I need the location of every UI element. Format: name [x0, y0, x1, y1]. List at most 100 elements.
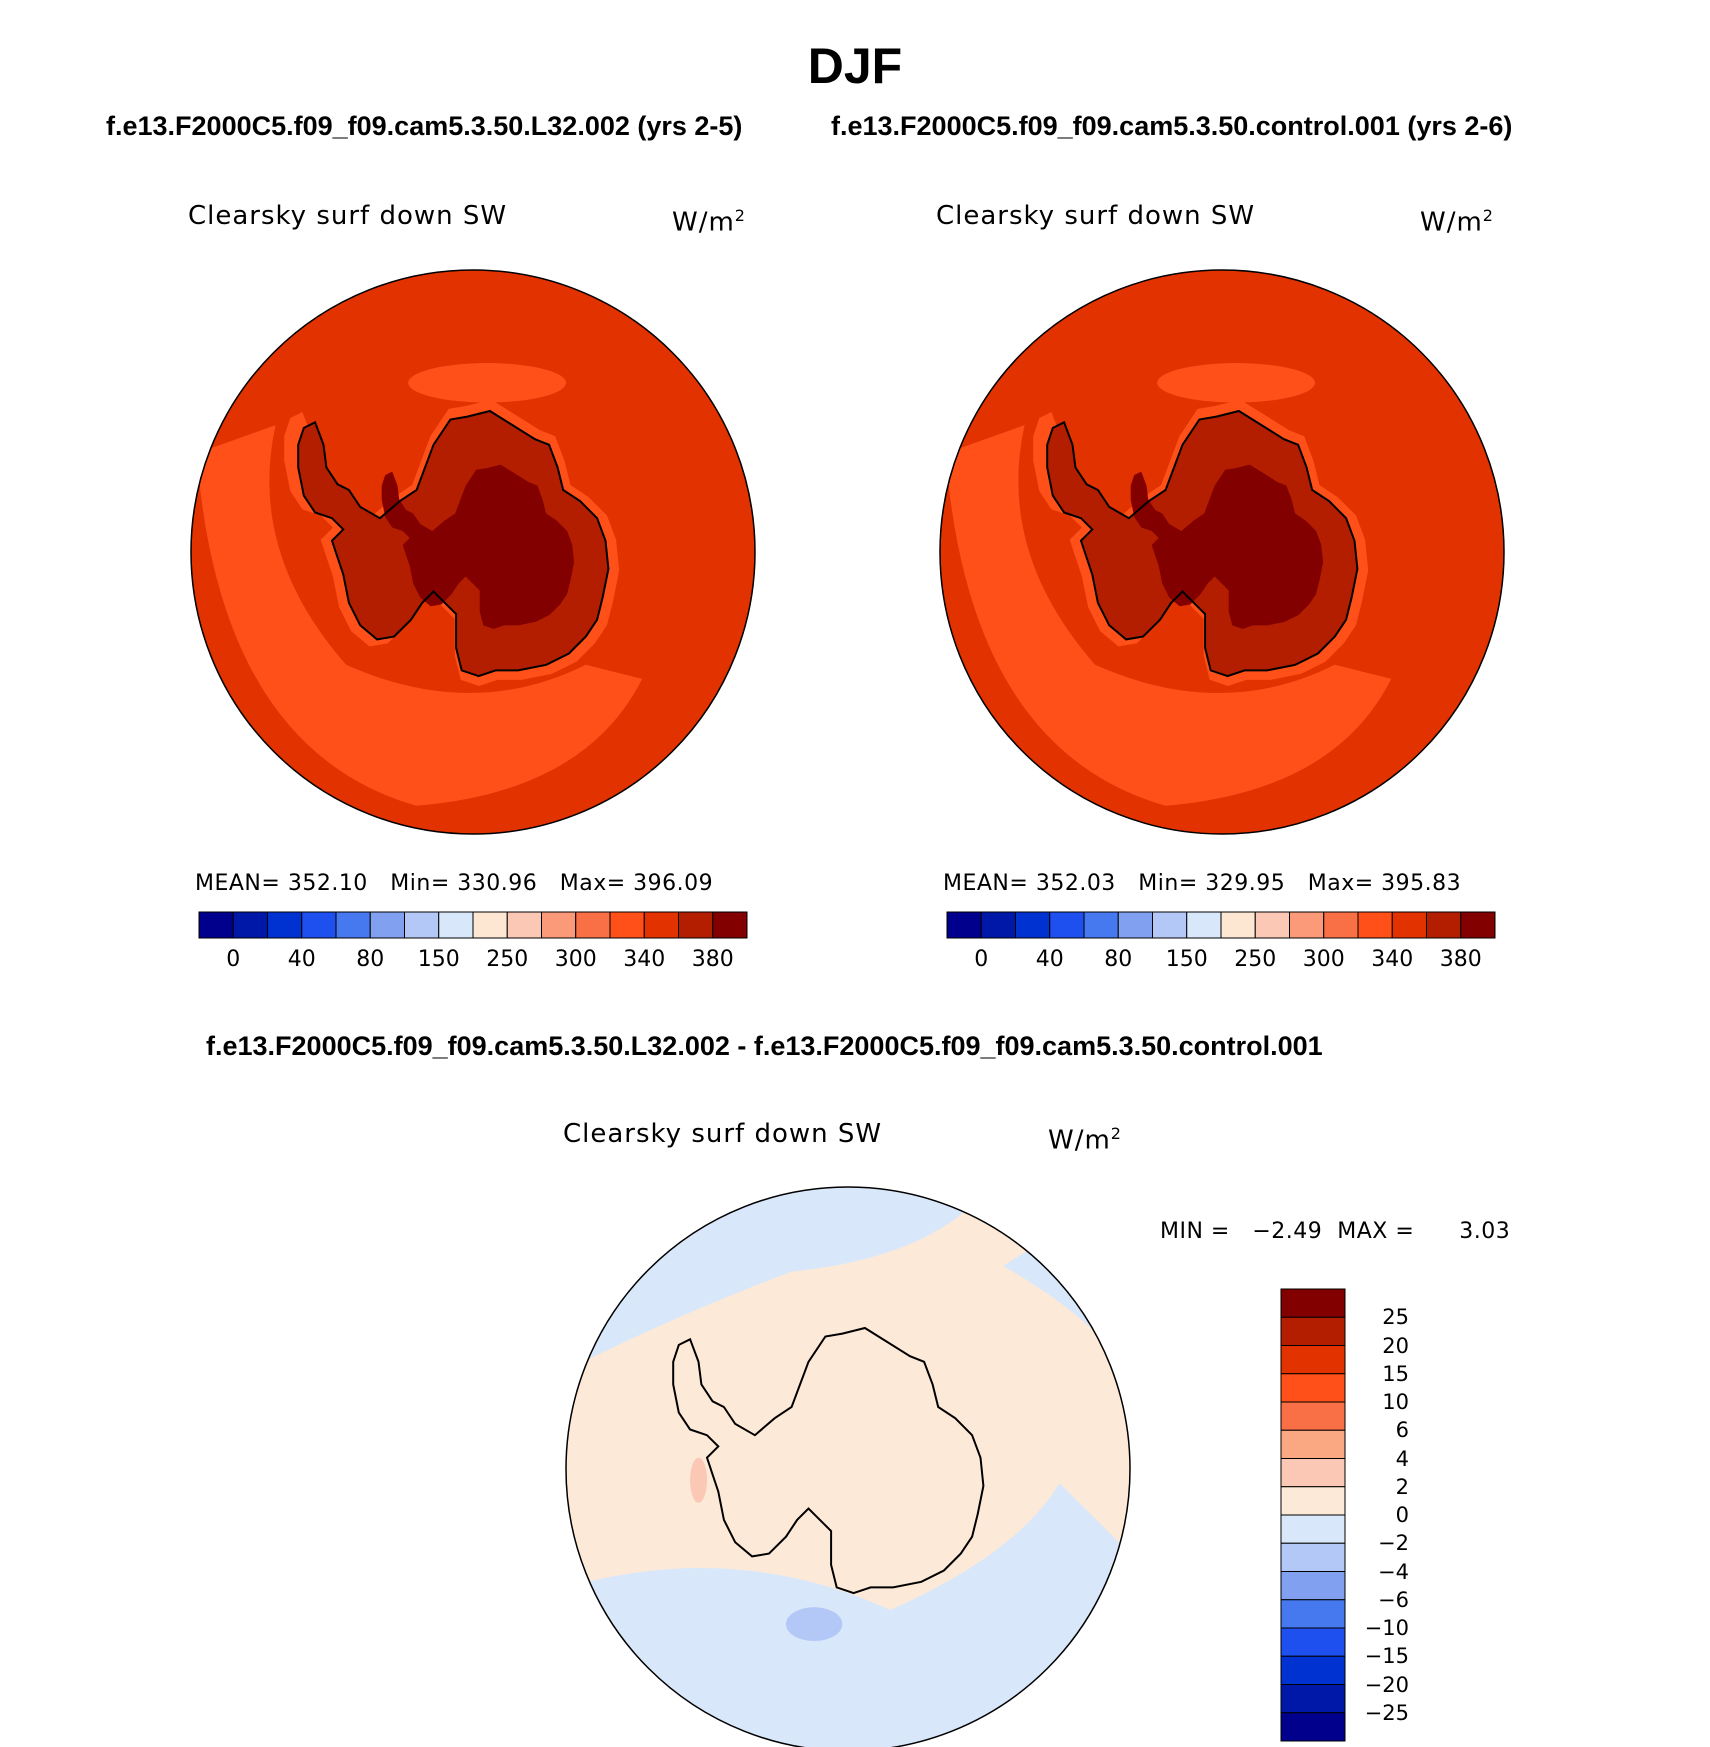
colorbar2-tick-label: 380 [1439, 947, 1482, 972]
colorbar-diff-tick-label: −10 [1364, 1616, 1409, 1640]
colorbar2-box [980, 911, 1016, 939]
colorbar1-box [267, 911, 303, 939]
coastline [1046, 409, 1359, 678]
colorbar1-box [369, 911, 405, 939]
colorbar-diff-tick-label: 0 [1395, 1503, 1409, 1527]
colorbar2-box [1357, 911, 1393, 939]
colorbar-diff-box [1280, 1655, 1346, 1685]
ocean-inner-contour [196, 425, 643, 806]
colorbar-diff-box [1280, 1288, 1346, 1318]
colorbar-diff-box [1280, 1486, 1346, 1516]
colorbar1-box [678, 911, 714, 939]
colorbar-diff [1280, 1288, 1346, 1742]
colorbar-diff-tick-label: 20 [1382, 1333, 1409, 1358]
colorbar-diff-box [1280, 1627, 1346, 1657]
colorbar-diff-tick-label: 10 [1382, 1390, 1409, 1414]
colorbar-diff-tick-label: −4 [1378, 1559, 1409, 1584]
colorbar-diff-tick-label: −6 [1378, 1587, 1409, 1612]
map-border [565, 1186, 1131, 1747]
colorbar1-box [472, 911, 508, 939]
colorbar2-box [1391, 911, 1427, 939]
colorbar1-box [404, 911, 440, 939]
colorbar1-box [438, 911, 474, 939]
map-border [190, 269, 756, 835]
colorbar-diff-tick-label: −15 [1364, 1644, 1409, 1669]
colorbar-diff-box [1280, 1514, 1346, 1544]
colorbar2-box [1015, 911, 1051, 939]
diff-stats: MIN = −2.49 MAX = 3.03 [1160, 1219, 1511, 1244]
colorbar2-tick-label: 40 [1035, 947, 1064, 972]
colorbar2-box [1289, 911, 1325, 939]
coastline [297, 409, 610, 678]
colorbar1-box [643, 911, 679, 939]
colorbar2-box [1426, 911, 1462, 939]
colorbar-diff-box [1280, 1712, 1346, 1742]
colorbar-diff-box [1280, 1345, 1346, 1375]
panel2-variable-label: Clearsky surf down SW [936, 201, 1256, 231]
panel1-variable-label: Clearsky surf down SW [188, 201, 508, 231]
colorbar2-tick-label: 340 [1371, 947, 1414, 972]
colorbar2-tick-label: 250 [1234, 947, 1277, 972]
figure-title: DJF [807, 38, 903, 94]
interior-contour [1130, 464, 1324, 629]
diff-variable-label: Clearsky surf down SW [563, 1119, 883, 1149]
diff-negative-contour-2 [785, 1607, 843, 1642]
colorbar2-box [1049, 911, 1085, 939]
colorbar1-box [609, 911, 645, 939]
colorbar-diff-tick-label: 25 [1382, 1305, 1409, 1330]
colorbar-diff-tick-label: 4 [1395, 1446, 1409, 1471]
panel1-stats: MEAN= 352.10 Min= 330.96 Max= 396.09 [195, 871, 714, 896]
colorbar2-box [1152, 911, 1188, 939]
colorbar2 [946, 911, 1496, 939]
colorbar1-tick-label: 300 [554, 947, 597, 972]
colorbar2-tick-label: 150 [1165, 947, 1208, 972]
panel2-units-label: W/m2 [1420, 206, 1494, 238]
colorbar2-box [946, 911, 982, 939]
colorbar1-box [198, 911, 234, 939]
panel1-map [190, 269, 756, 835]
panel1-caption: f.e13.F2000C5.f09_f09.cam5.3.50.L32.002 … [106, 111, 743, 141]
diff-caption: f.e13.F2000C5.f09_f09.cam5.3.50.L32.002 … [206, 1031, 1323, 1061]
colorbar1-tick-label: 150 [417, 947, 460, 972]
colorbar1-box [575, 911, 611, 939]
panel2-caption: f.e13.F2000C5.f09_f09.cam5.3.50.control.… [831, 111, 1513, 141]
colorbar2-box [1117, 911, 1153, 939]
colorbar2-tick-label: 300 [1302, 947, 1345, 972]
panel2-stats: MEAN= 352.03 Min= 329.95 Max= 395.83 [943, 871, 1462, 896]
colorbar-diff-box [1280, 1373, 1346, 1403]
ocean-patch [408, 363, 567, 403]
coastline [672, 1326, 985, 1595]
interior-contour [381, 464, 575, 629]
colorbar1-box [506, 911, 542, 939]
colorbar-diff-box [1280, 1401, 1346, 1431]
panel2-map [939, 269, 1505, 835]
colorbar1-tick-label: 380 [691, 947, 734, 972]
colorbar-diff-box [1280, 1542, 1346, 1572]
colorbar1-box [335, 911, 371, 939]
panel1-units-label: W/m2 [672, 206, 746, 238]
colorbar2-box [1083, 911, 1119, 939]
colorbar2-tick-label: 80 [1104, 947, 1133, 972]
map-border [939, 269, 1505, 835]
colorbar1 [198, 911, 748, 939]
diff-negative-contour [566, 1483, 1130, 1747]
colorbar2-box [1460, 911, 1496, 939]
colorbar1-box [232, 911, 268, 939]
diff-positive-contour-2 [690, 1457, 707, 1503]
colorbar-diff-tick-label: −20 [1364, 1672, 1409, 1697]
colorbar-diff-tick-label: −2 [1378, 1531, 1409, 1556]
ocean-inner-contour [945, 425, 1392, 806]
colorbar1-tick-label: 340 [623, 947, 666, 972]
colorbar2-tick-label: 0 [974, 947, 989, 972]
colorbar-diff-tick-label: 2 [1395, 1474, 1409, 1499]
colorbar-diff-box [1280, 1458, 1346, 1488]
colorbar1-box [541, 911, 577, 939]
colorbar1-tick-label: 250 [486, 947, 529, 972]
colorbar-diff-tick-label: −25 [1364, 1700, 1409, 1725]
colorbar-diff-box [1280, 1571, 1346, 1601]
diff-map [565, 1186, 1131, 1747]
colorbar2-box [1186, 911, 1222, 939]
ocean-patch [1157, 363, 1316, 403]
colorbar2-box [1323, 911, 1359, 939]
